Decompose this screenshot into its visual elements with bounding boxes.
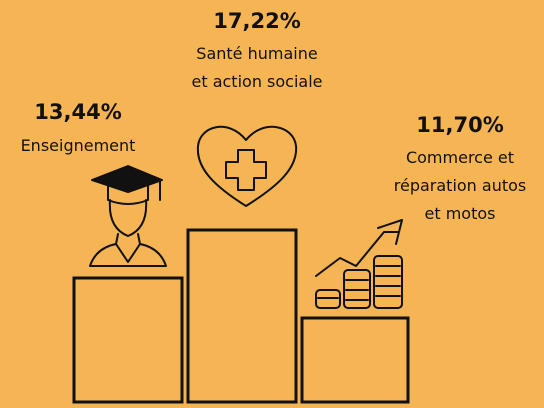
value-label: 13,44% (34, 100, 121, 124)
category-label: Commerce et (406, 148, 514, 167)
category-label: Santé humaine (196, 44, 317, 63)
category-label: et action sociale (192, 72, 323, 91)
category-label: Enseignement (21, 136, 136, 155)
value-label: 17,22% (213, 9, 300, 33)
infographic: 13,44% Enseignement 17,22% Santé humaine et … (0, 0, 544, 408)
value-label: 11,70% (416, 113, 503, 137)
category-label: réparation autos (394, 176, 527, 195)
category-label: et motos (425, 204, 496, 223)
